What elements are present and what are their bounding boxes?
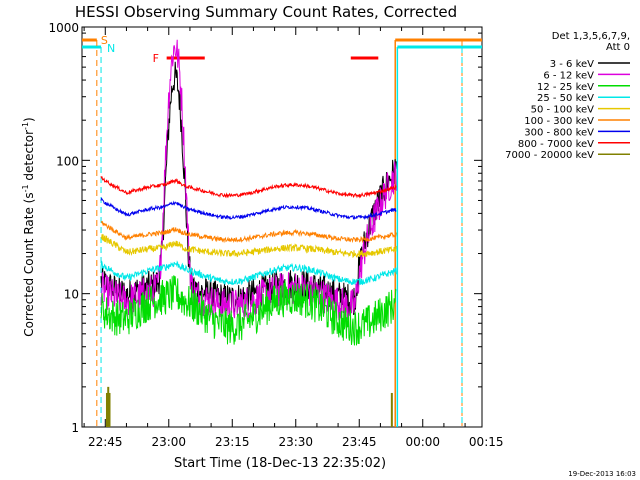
series-lines	[100, 39, 397, 427]
x-tick-label: 23:00	[151, 435, 186, 449]
annotation-markers: SN F	[82, 34, 482, 427]
y-tick-label: 1000	[48, 21, 79, 35]
series-line-2	[100, 39, 397, 322]
y-tick-label: 10	[64, 288, 79, 302]
x-tick-label: 00:15	[469, 435, 504, 449]
x-tick-label: 00:00	[405, 435, 440, 449]
x-tick-label: 22:45	[88, 435, 123, 449]
night-label: N	[107, 42, 115, 55]
x-tick-label: 23:30	[278, 435, 313, 449]
x-axis-label: Start Time (18-Dec-13 22:35:02)	[174, 456, 386, 471]
series-line-8	[100, 175, 397, 199]
series-line-5	[100, 234, 397, 259]
legend-label: 7000 - 20000 keV	[505, 150, 594, 161]
x-axis-ticks: 22:45 23:00 23:15 23:30 23:45 00:00 00:15	[83, 27, 504, 449]
flare-label: F	[153, 52, 159, 65]
legend-label: 12 - 25 keV	[537, 82, 594, 93]
legend-label: 800 - 7000 keV	[518, 139, 594, 150]
legend-label: 6 - 12 keV	[543, 70, 594, 81]
series-line-4	[100, 260, 397, 286]
legend-label: 50 - 100 keV	[531, 105, 595, 116]
chart-title: HESSI Observing Summary Count Rates, Cor…	[75, 3, 457, 21]
series-line-7	[100, 197, 397, 220]
saa-label: S	[101, 34, 108, 47]
y-axis-ticks: 1 10 100 1000	[48, 21, 482, 435]
y-tick-label: 100	[56, 154, 79, 168]
legend-header-attenuator: Att 0	[606, 42, 630, 53]
series-line-6	[100, 220, 397, 244]
legend-label: 3 - 6 keV	[550, 59, 594, 70]
legend-header-detectors: Det 1,3,5,6,7,9,	[552, 31, 630, 42]
legend-label: 100 - 300 keV	[524, 116, 594, 127]
y-tick-label: 1	[71, 421, 79, 435]
plot-frame	[81, 26, 483, 428]
legend-label: 300 - 800 keV	[524, 127, 594, 138]
series-line-3	[100, 275, 397, 346]
x-tick-label: 23:15	[215, 435, 250, 449]
x-tick-label: 23:45	[342, 435, 377, 449]
y-axis-label: Corrected Count Rate (s-1 detector-1)	[21, 117, 36, 336]
legend-label: 25 - 50 keV	[537, 93, 594, 104]
footer-timestamp: 19-Dec-2013 16:03	[568, 470, 636, 478]
